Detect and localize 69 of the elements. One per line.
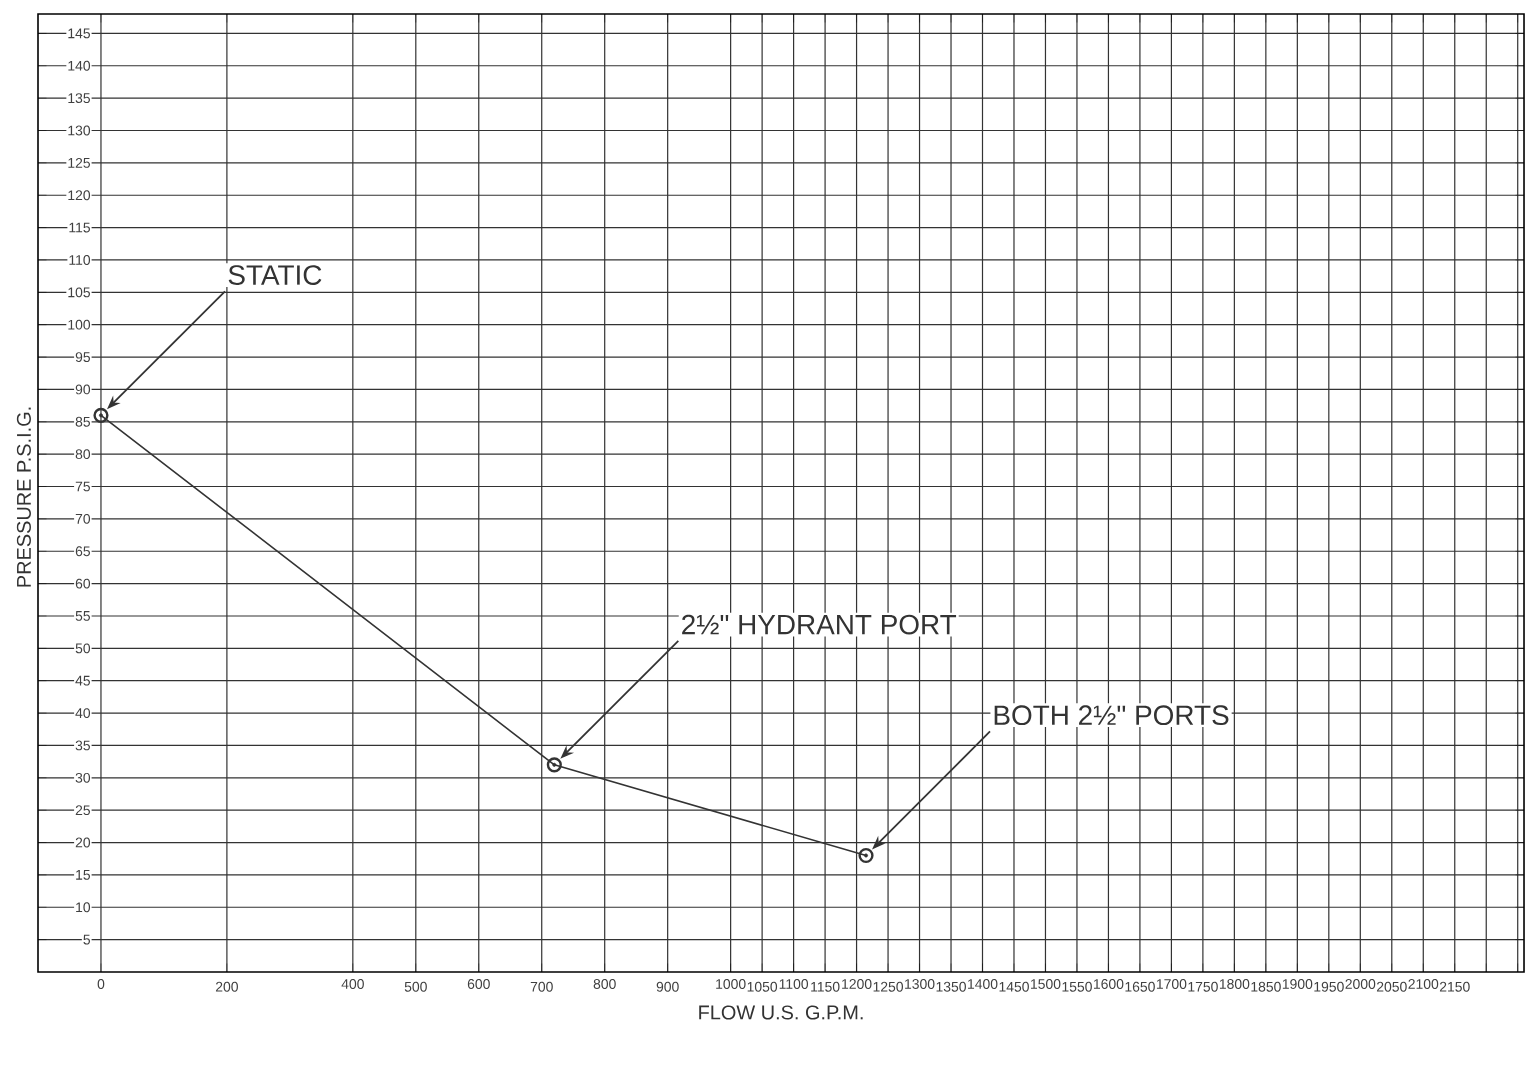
y-tick-label: 85 <box>75 416 90 427</box>
y-tick-label: 50 <box>75 643 91 654</box>
x-tick-label: 1850 <box>1251 981 1281 992</box>
x-tick-label: 1050 <box>747 981 778 992</box>
x-tick-label: 1400 <box>968 979 998 989</box>
x-tick-label: 1500 <box>1031 979 1061 989</box>
x-tick-label: 1100 <box>779 979 809 989</box>
y-tick-label: 115 <box>69 222 90 233</box>
x-tick-label: 1700 <box>1156 979 1187 989</box>
y-tick-label: 135 <box>68 93 90 104</box>
x-tick-label: 1200 <box>842 979 872 989</box>
x-tick-label: 1650 <box>1125 981 1155 992</box>
x-tick-label: 1450 <box>999 981 1029 992</box>
x-tick-label: 1550 <box>1062 981 1092 992</box>
y-tick-label: 5 <box>83 934 90 945</box>
y-tick-label: 110 <box>69 255 91 265</box>
x-tick-label: 200 <box>215 981 238 992</box>
y-tick-label: 65 <box>75 546 90 557</box>
y-tick-label: 140 <box>68 60 91 71</box>
x-tick-label: 1600 <box>1093 979 1124 989</box>
x-tick-label: 0 <box>97 979 105 989</box>
y-tick-label: 55 <box>75 611 90 621</box>
x-tick-label: 2100 <box>1408 979 1439 989</box>
x-tick-label: 1300 <box>905 979 935 989</box>
x-axis-title: FLOW U.S. G.P.M. <box>699 1005 863 1020</box>
y-tick-label: 95 <box>75 352 90 362</box>
y-tick-label: 70 <box>75 513 91 524</box>
x-tick-label: 1150 <box>811 981 840 992</box>
y-tick-label: 100 <box>68 319 91 330</box>
y-tick-label: 145 <box>68 28 90 39</box>
x-tick-label: 2000 <box>1345 979 1376 989</box>
x-tick-label: 700 <box>530 981 553 992</box>
y-tick-label: 80 <box>75 449 91 460</box>
y-tick-label: 60 <box>75 578 91 589</box>
y-tick-label: 90 <box>75 384 91 395</box>
y-tick-label: 125 <box>68 157 90 168</box>
annotation: STATIC <box>228 265 322 285</box>
y-tick-label: 30 <box>75 772 91 783</box>
y-tick-label: 10 <box>76 902 91 913</box>
y-tick-label: 15 <box>76 870 90 880</box>
point <box>546 757 562 773</box>
x-tick-label: 1350 <box>936 981 966 992</box>
x-tick-label: 1900 <box>1282 979 1313 989</box>
x-tick-label: 1000 <box>716 979 746 989</box>
y-tick-label: 130 <box>68 125 91 136</box>
x-tick-label: 500 <box>404 981 427 992</box>
x-tick-label: 2150 <box>1439 981 1470 992</box>
y-tick-label: 20 <box>75 837 91 848</box>
y-tick-label: 105 <box>68 287 90 298</box>
y-tick-label: 120 <box>68 190 91 201</box>
x-tick-label: 1950 <box>1314 981 1344 992</box>
point <box>858 847 874 864</box>
point <box>93 407 109 423</box>
y-tick-label: 45 <box>75 675 90 686</box>
x-tick-label: 600 <box>467 979 490 989</box>
x-tick-label: 1800 <box>1219 979 1250 989</box>
x-tick-label: 1250 <box>873 981 904 992</box>
x-tick-label: 2050 <box>1376 981 1407 992</box>
y-axis-title: PRESSURE P.S.I.G. <box>16 407 31 587</box>
y-tick-label: 40 <box>75 708 91 718</box>
x-tick-label: 800 <box>593 979 616 989</box>
x-tick-label: 400 <box>341 979 364 989</box>
y-tick-label: 75 <box>75 481 90 492</box>
x-tick-label: 1750 <box>1188 981 1218 992</box>
x-tick-label: 900 <box>656 981 679 992</box>
annotation: 2½" HYDRANT PORT <box>682 614 957 635</box>
y-tick-label: 25 <box>75 805 90 816</box>
annotation: BOTH 2½" PORTS <box>994 705 1229 726</box>
y-tick-label: 35 <box>75 740 90 751</box>
